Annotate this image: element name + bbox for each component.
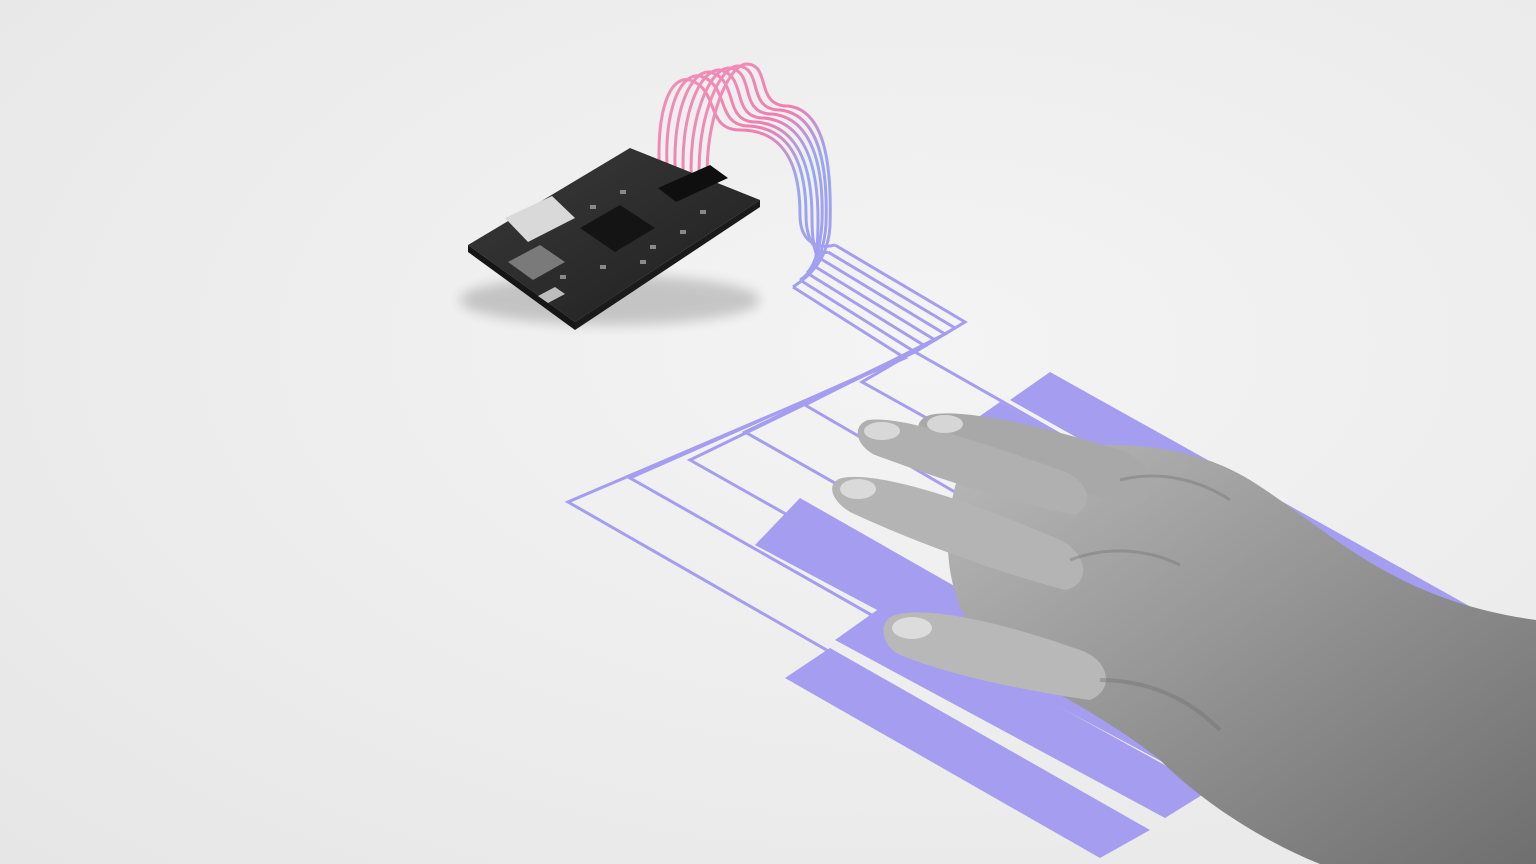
hand	[832, 413, 1536, 864]
trace-7	[564, 285, 1121, 820]
wire-5	[689, 66, 824, 275]
finger-middle	[857, 419, 1087, 515]
nail-index	[927, 415, 963, 433]
processor-chip	[580, 205, 655, 252]
finger-index	[918, 413, 1151, 505]
hand-palm	[947, 445, 1536, 864]
thumb	[883, 612, 1107, 700]
wire-3	[673, 70, 822, 261]
sd-card-slot	[508, 245, 565, 280]
wire-6	[697, 64, 828, 282]
trace-5	[686, 271, 1161, 727]
wire-2	[665, 74, 829, 254]
nail-ring	[840, 479, 876, 499]
wire-4	[681, 68, 820, 267]
pin-header	[658, 165, 728, 202]
wire-7	[705, 62, 832, 289]
nail-middle	[864, 422, 900, 440]
touch-pad-5	[785, 648, 1150, 858]
wifi-module	[505, 196, 575, 242]
wire-1	[657, 78, 836, 248]
circuit-board	[460, 148, 760, 330]
nail-thumb	[892, 617, 932, 639]
finger-ring	[832, 476, 1084, 590]
usb-port	[538, 287, 565, 303]
jumper-wires	[657, 62, 836, 289]
